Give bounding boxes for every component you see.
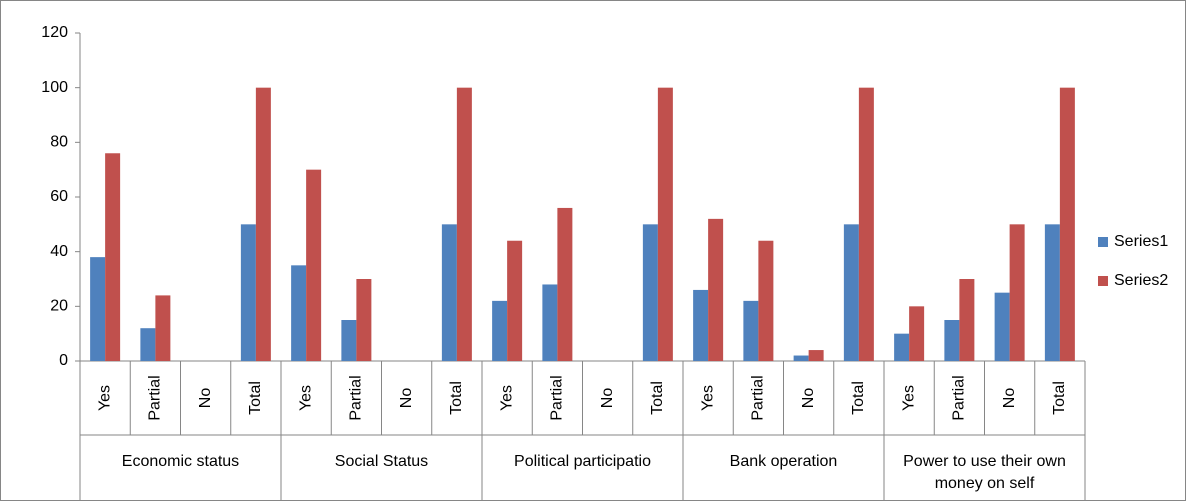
y-tick-label: 40 [50,243,68,260]
x-tick-label: Total [850,381,867,415]
x-tick-label: Partial [750,375,767,420]
bar [105,153,121,361]
x-tick-label: Total [649,381,666,415]
bar [693,289,709,361]
x-tick-label: Partial [549,375,566,420]
bar [1044,224,1060,361]
y-tick-label: 100 [41,79,68,96]
x-tick-label: Total [247,381,264,415]
y-tick-label: 60 [50,188,68,205]
y-tick-label: 120 [41,24,68,41]
bar [341,320,357,361]
bar [542,284,558,361]
bar [743,300,759,361]
group-label-box: Power to use their own money on self [903,453,1066,492]
bar [291,265,307,361]
bar [758,240,774,361]
group-label-box: Economic status [121,453,240,470]
bar [959,279,975,361]
bar [155,295,171,361]
bar [1009,224,1025,361]
x-tick-label: Total [448,381,465,415]
x-tick-label: Partial [951,375,968,420]
bar [994,292,1010,361]
legend-swatch [1098,276,1108,286]
bar [909,306,925,361]
bar [894,333,910,361]
x-tick-label: Yes [498,385,515,411]
bar [441,224,457,361]
bar [90,257,106,361]
legend-label: Series2 [1114,272,1168,289]
y-tick-label: 20 [50,298,68,315]
group-label-box: Political participatio [514,453,651,470]
bar [557,207,573,361]
y-tick-label: 0 [59,352,68,369]
x-tick-label: Yes [699,385,716,411]
bar [492,300,508,361]
x-tick-label: Total [1051,381,1068,415]
group-label: Bank operation [729,453,838,470]
bar [843,224,859,361]
group-label: Social Status [334,453,429,470]
group-label: Power to use their own money on self [903,453,1066,492]
bar [793,355,809,361]
bar [356,279,372,361]
x-tick-label: No [1001,388,1018,409]
x-tick-label: No [398,388,415,409]
bar [456,87,472,362]
bar [1059,87,1075,362]
bar [140,328,156,361]
x-tick-label: No [599,388,616,409]
bar [306,169,322,361]
group-label-box: Bank operation [729,453,838,470]
x-tick-label: No [197,388,214,409]
legend-label: Series1 [1114,233,1168,250]
group-label-box: Social Status [334,453,429,470]
bar [708,218,724,361]
bar [240,224,256,361]
x-tick-label: Partial [147,375,164,420]
bar [642,224,658,361]
bar [657,87,673,362]
x-tick-label: No [800,388,817,409]
bar [858,87,874,362]
bar [255,87,271,362]
group-label: Economic status [121,453,240,470]
bar [507,240,523,361]
x-tick-label: Yes [96,385,113,411]
group-label: Political participatio [514,453,651,470]
x-tick-label: Partial [348,375,365,420]
legend-swatch [1098,237,1108,247]
x-tick-label: Yes [900,385,917,411]
bar [808,350,824,361]
y-tick-label: 80 [50,134,68,151]
x-tick-label: Yes [297,385,314,411]
bar [944,320,960,361]
